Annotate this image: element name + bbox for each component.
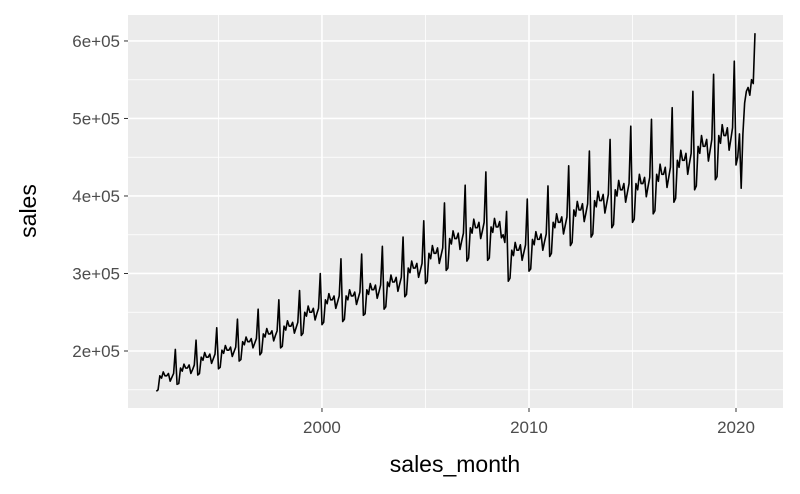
x-tick-label: 2010 (510, 418, 548, 437)
y-tick-label: 6e+05 (72, 32, 120, 51)
y-axis-title: sales (15, 184, 41, 238)
y-tick-label: 4e+05 (72, 187, 120, 206)
x-tick-label: 2020 (717, 418, 755, 437)
y-tick-label: 2e+05 (72, 342, 120, 361)
x-axis-title: sales_month (390, 451, 520, 477)
panel (128, 15, 783, 408)
y-tick-label: 3e+05 (72, 264, 120, 283)
y-tick-label: 5e+05 (72, 109, 120, 128)
x-tick-label: 2000 (303, 418, 341, 437)
line (155, 33, 756, 392)
